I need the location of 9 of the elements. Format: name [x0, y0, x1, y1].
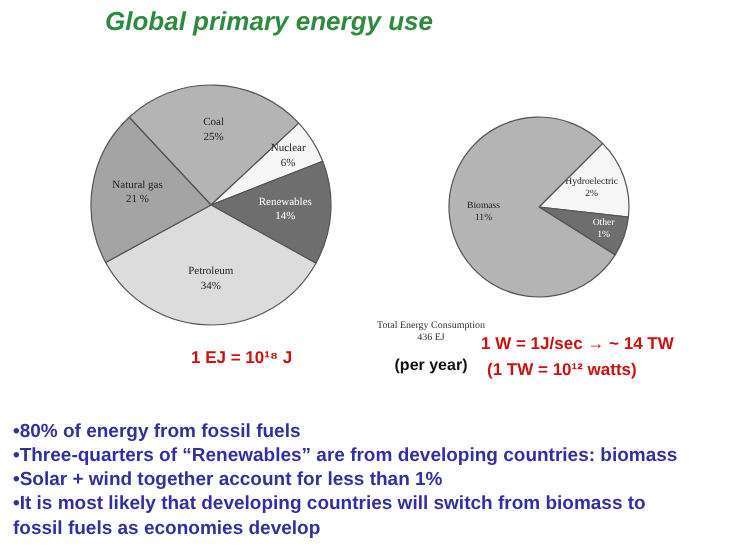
text: •Three-quarters of “Renewables” are from developing countries: biomass — [13, 445, 678, 467]
text: 1 W = 1J/sec → ~ 14 TW — [481, 333, 676, 353]
text: (per year) — [394, 356, 469, 374]
text: •Solar + wind together account for less than 1% — [13, 469, 444, 491]
text: (1 TW = 10¹² watts) — [487, 359, 638, 379]
text: •80% of energy from fossil fuels — [13, 421, 301, 443]
text: 1 EJ = 10¹⁸ J — [191, 347, 293, 367]
text: •It is most likely that developing countries will switch from biomass to fossil fuels as economies develop — [13, 493, 647, 541]
chart-title: Global primary energy use — [105, 6, 434, 36]
